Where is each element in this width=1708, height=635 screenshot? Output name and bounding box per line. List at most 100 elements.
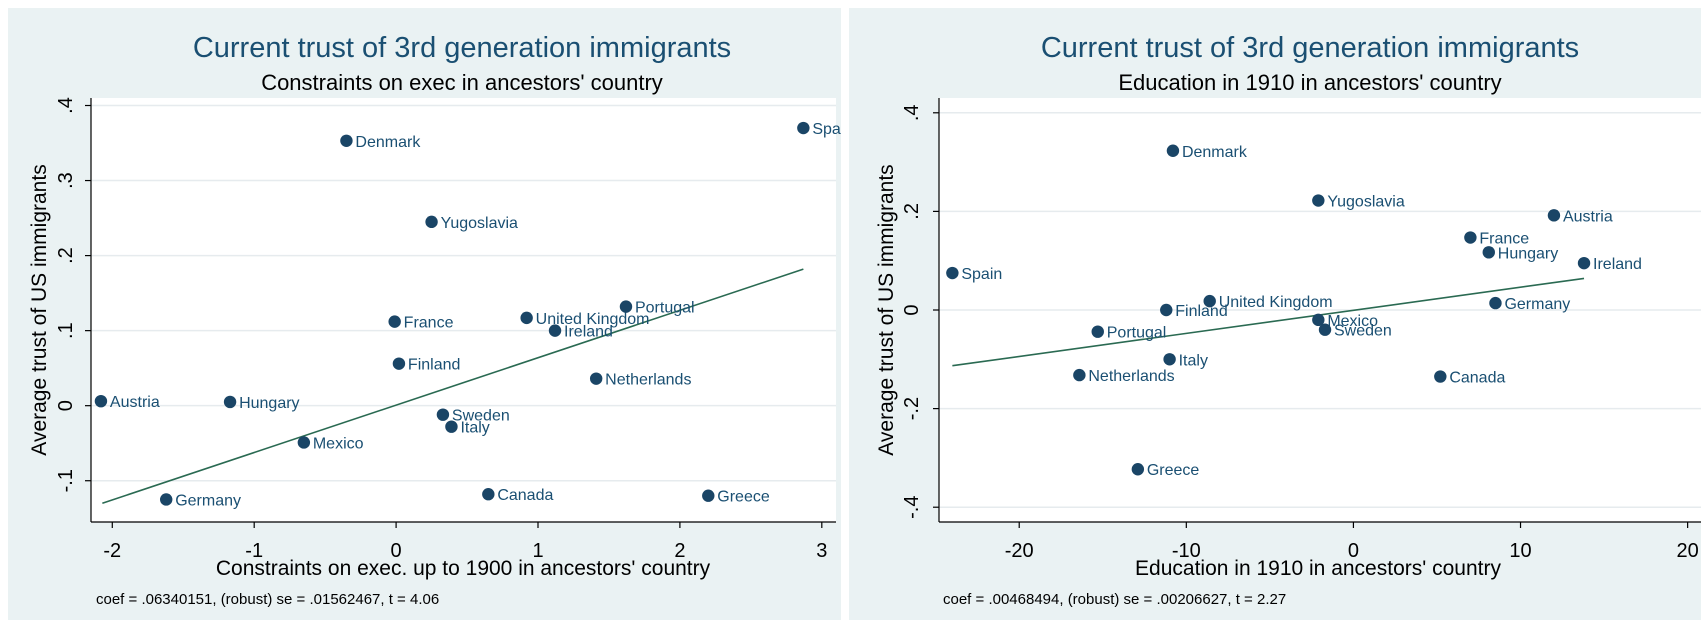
- y-tick-label: 0: [901, 304, 923, 315]
- x-tick-label: 1: [532, 540, 543, 562]
- point-label: Finland: [408, 357, 460, 374]
- point-label: Greece: [717, 489, 770, 506]
- data-point: [1131, 463, 1145, 476]
- data-point: [1166, 144, 1180, 157]
- data-point: [1577, 256, 1591, 270]
- point-label: Germany: [1504, 296, 1570, 313]
- data-point: [1091, 325, 1104, 338]
- data-point: [1489, 296, 1502, 310]
- point-label: Finland: [1175, 303, 1227, 320]
- point-label: Portugal: [635, 300, 695, 317]
- point-label: Spain: [812, 121, 853, 138]
- x-tick-label: 0: [391, 540, 402, 562]
- point-label: Mexico: [313, 435, 364, 452]
- data-point: [1318, 323, 1332, 336]
- data-point: [1203, 294, 1216, 308]
- y-tick-label: .2: [901, 203, 923, 220]
- data-point: [340, 134, 353, 147]
- point-label: Italy: [1179, 352, 1208, 369]
- point-label: Canada: [497, 487, 553, 504]
- x-tick-label: -20: [1005, 540, 1034, 562]
- data-point: [1434, 370, 1447, 383]
- point-label: Denmark: [355, 134, 421, 151]
- data-point: [482, 488, 495, 501]
- point-label: Mexico: [1327, 313, 1378, 330]
- data-point: [94, 394, 108, 408]
- data-point: [223, 395, 237, 409]
- fit-line: [102, 268, 804, 504]
- y-tick-label: .4: [55, 97, 77, 114]
- x-tick-label: 3: [816, 540, 827, 562]
- point-label: Portugal: [1107, 325, 1167, 342]
- y-axis-title: Average trust of US immigrants: [875, 164, 898, 455]
- y-tick-label: 0: [55, 400, 77, 411]
- data-point: [1482, 246, 1495, 259]
- y-tick-label: .3: [55, 172, 77, 189]
- point-label: Hungary: [239, 395, 299, 412]
- data-point: [392, 357, 406, 370]
- data-point: [589, 372, 603, 385]
- data-point: [297, 436, 311, 449]
- y-axis-title: Average trust of US immigrants: [28, 164, 51, 455]
- point-label: Italy: [460, 420, 489, 437]
- x-tick-label: -10: [1172, 540, 1201, 562]
- data-point: [1464, 231, 1477, 244]
- data-point: [425, 215, 438, 229]
- data-point: [1160, 303, 1173, 317]
- data-point: [445, 420, 458, 433]
- y-tick-label: .4: [901, 104, 923, 121]
- point-label: Hungary: [1498, 245, 1558, 262]
- data-point: [946, 266, 959, 280]
- point-label: United Kingdom: [1219, 294, 1333, 311]
- x-axis-title: Constraints on exec. up to 1900 in ances…: [216, 557, 711, 580]
- chart-subtitle: Education in 1910 in ancestors' country: [1118, 70, 1501, 95]
- data-point: [520, 311, 533, 325]
- point-label: Sweden: [1334, 323, 1392, 340]
- point-label: Ireland: [1593, 256, 1642, 273]
- data-point: [1312, 313, 1325, 327]
- point-label: Denmark: [1182, 144, 1248, 161]
- chart-title: Current trust of 3rd generation immigran…: [1041, 32, 1579, 64]
- point-label: Yugoslavia: [1327, 194, 1404, 211]
- data-point: [797, 121, 810, 135]
- x-tick-label: 20: [1677, 540, 1699, 562]
- point-label: Greece: [1147, 462, 1200, 479]
- y-tick-label: .2: [55, 247, 77, 264]
- data-point: [1312, 194, 1325, 207]
- data-point: [1163, 353, 1176, 366]
- data-point: [619, 300, 633, 313]
- point-label: Spain: [961, 266, 1002, 283]
- y-tick-label: -.1: [55, 469, 77, 492]
- x-tick-label: 0: [1348, 540, 1359, 562]
- panel-right: -20 -10 0 10 20 -.4 -.2 0 .2 .4 Denmark Yugoslavia A…: [849, 8, 1701, 620]
- point-label: Germany: [175, 492, 241, 509]
- fit-line: [952, 277, 1585, 367]
- regression-note: coef = .06340151, (robust) se = .0156246…: [96, 591, 439, 608]
- data-point: [702, 489, 715, 502]
- y-tick-label: -.4: [901, 496, 923, 519]
- data-point: [548, 324, 562, 337]
- point-label: France: [404, 315, 454, 332]
- data-point: [1547, 209, 1561, 222]
- x-tick-label: -2: [103, 540, 121, 562]
- x-tick-label: -1: [245, 540, 263, 562]
- point-label: Canada: [1449, 370, 1505, 387]
- point-label: Sweden: [452, 408, 510, 425]
- chart-subtitle: Constraints on exec in ancestors' countr…: [261, 70, 663, 95]
- x-tick-label: 10: [1509, 540, 1531, 562]
- data-point: [436, 408, 450, 421]
- regression-note: coef = .00468494, (robust) se = .0020662…: [943, 591, 1286, 608]
- point-label: United Kingdom: [536, 311, 650, 328]
- data-point: [1073, 368, 1086, 382]
- data-point: [388, 315, 401, 328]
- point-label: Yugoslavia: [441, 215, 518, 232]
- data-point: [160, 493, 173, 506]
- x-axis-title: Education in 1910 in ancestors' country: [1135, 557, 1501, 580]
- point-label: Netherlands: [1088, 368, 1174, 385]
- panel-left: -2 -1 0 1 2 3 -.1 0 .1 .2 .3 .4 Denmark Spain Yugoslav…: [8, 8, 853, 620]
- point-label: Ireland: [564, 324, 613, 341]
- x-tick-label: 2: [674, 540, 685, 562]
- chart-title: Current trust of 3rd generation immigran…: [193, 32, 731, 64]
- y-tick-label: -.2: [901, 397, 923, 420]
